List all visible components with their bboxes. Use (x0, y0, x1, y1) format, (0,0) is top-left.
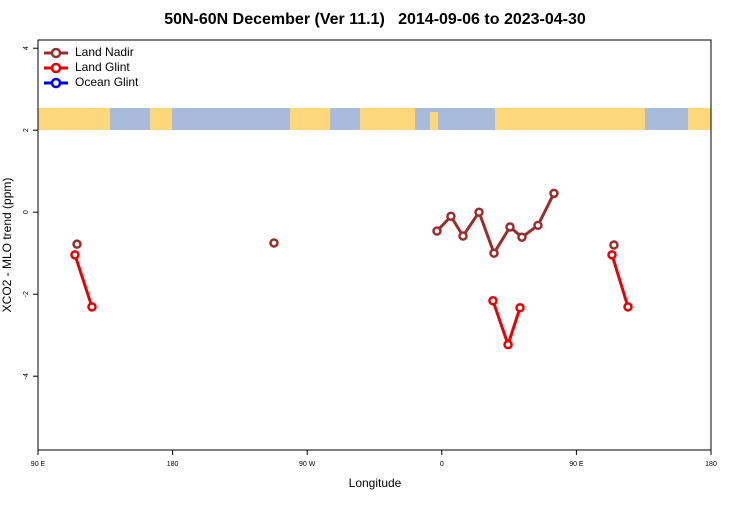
legend-label: Land Nadir (75, 45, 134, 59)
data-point (505, 222, 515, 232)
data-point (458, 231, 468, 241)
y-tick-label: -4 (23, 373, 30, 379)
data-point (623, 302, 633, 312)
legend-label: Land Glint (75, 60, 130, 74)
plot-frame (37, 39, 712, 451)
data-point (474, 207, 484, 217)
y-tick-label: 0 (23, 210, 30, 214)
x-tick-label: 90 W (299, 461, 316, 468)
data-point (549, 188, 559, 199)
data-point (488, 296, 498, 306)
data-point (607, 250, 617, 260)
y-tick-label: -2 (23, 291, 30, 297)
data-point (87, 302, 97, 312)
legend-marker (50, 77, 62, 89)
chart-title: 50N-60N December (Ver 11.1) 2014-09-06 t… (164, 11, 586, 28)
legend-marker (50, 47, 62, 59)
x-axis-label: Longitude (349, 476, 402, 490)
data-point (269, 238, 279, 248)
data-point (533, 220, 543, 231)
legend-marker (50, 62, 62, 74)
data-point (503, 339, 513, 350)
data-point (609, 240, 619, 250)
legend-label: Ocean Glint (75, 75, 139, 89)
data-point (517, 232, 527, 242)
map-strip (38, 108, 711, 130)
data-point (72, 239, 82, 249)
y-tick-label: 4 (23, 46, 30, 50)
x-tick-label: 90 E (31, 461, 46, 468)
data-point (70, 250, 80, 260)
data-point (489, 248, 499, 258)
y-tick-label: 2 (23, 128, 30, 132)
y-axis-label: XCO2 - MLO trend (ppm) (0, 178, 14, 313)
x-tick-label: 90 E (569, 461, 584, 468)
data-point (432, 226, 442, 236)
x-tick-label: 180 (167, 461, 179, 468)
series-line (437, 193, 614, 253)
x-tick-label: 0 (440, 461, 444, 468)
series-line (73, 254, 630, 350)
data-point (446, 211, 456, 222)
data-point (515, 302, 525, 313)
x-tick-label: 180 (705, 461, 717, 468)
